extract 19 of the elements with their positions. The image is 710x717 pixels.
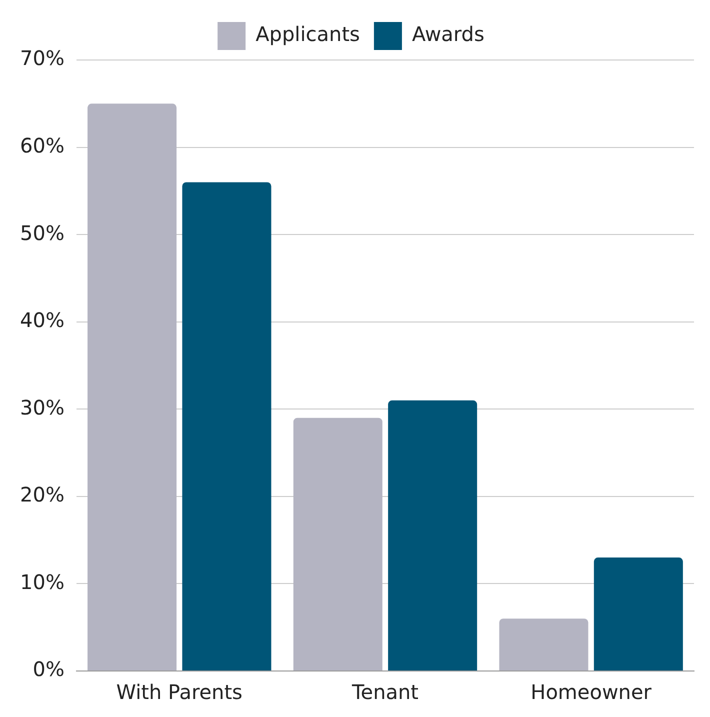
bar (499, 618, 588, 670)
x-tick-label: Tenant (350, 680, 419, 704)
y-tick-label: 30% (20, 395, 64, 420)
bar (182, 182, 272, 670)
x-tick-label: With Parents (116, 680, 242, 704)
y-tick-label: 0% (32, 657, 64, 682)
legend-label: Applicants (256, 22, 360, 46)
bar (388, 400, 478, 670)
y-tick-label: 40% (20, 308, 64, 332)
y-tick-label: 50% (20, 220, 64, 245)
y-tick-label: 60% (20, 133, 64, 158)
bar (594, 558, 683, 670)
y-tick-label: 70% (20, 46, 64, 70)
x-tick-label: Homeowner (530, 680, 652, 704)
bar (88, 104, 177, 670)
legend-label: Awards (412, 22, 484, 46)
bar (293, 418, 382, 670)
y-tick-label: 10% (20, 570, 64, 594)
y-tick-label: 20% (20, 482, 64, 507)
